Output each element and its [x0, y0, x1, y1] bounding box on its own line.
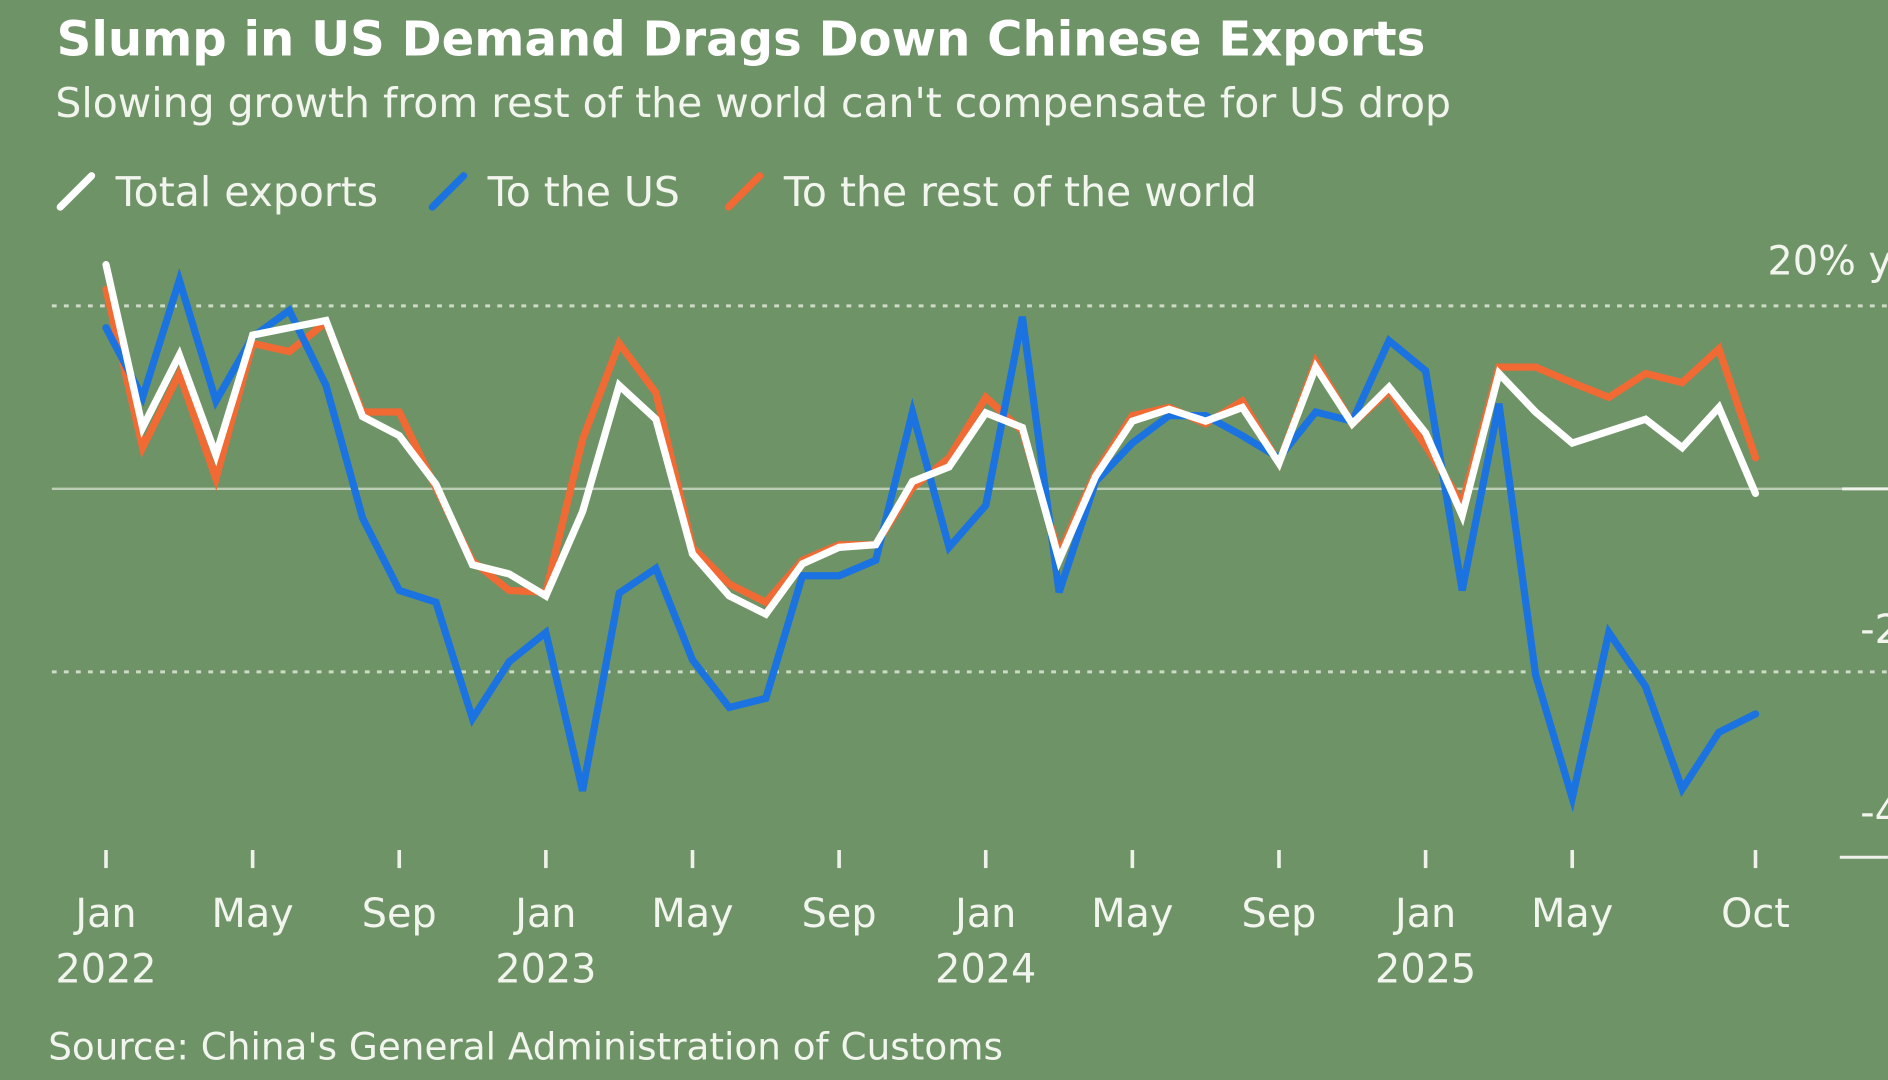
x-tick-year-label: 2025	[1375, 946, 1476, 992]
series-lines	[102, 261, 1760, 813]
x-tick-year-label: 2024	[935, 946, 1036, 992]
series-line-to-us	[102, 267, 1760, 813]
chart-subtitle: Slowing growth from rest of the world ca…	[55, 79, 1451, 127]
x-tick-label: Jan	[72, 891, 136, 937]
x-tick-label: May	[1091, 891, 1173, 937]
legend: Total exports To the US To the rest of t…	[56, 168, 1257, 216]
chart-title: Slump in US Demand Drags Down Chinese Ex…	[57, 11, 1426, 67]
x-tick-label: May	[212, 891, 294, 937]
legend-label-rest-of-world: To the rest of the world	[783, 168, 1257, 216]
x-tick-label: Sep	[1242, 891, 1317, 937]
x-tick-year-label: 2022	[55, 946, 156, 992]
x-axis: Jan 2022 May Sep Jan 2023 May Sep Jan 2024 May Sep J…	[55, 850, 1790, 992]
x-tick-label: Jan	[512, 891, 576, 937]
y-tick-label: 20% y/y	[1768, 239, 1888, 285]
legend-label-total-exports: Total exports	[115, 168, 378, 216]
x-tick-year-label: 2023	[495, 946, 596, 992]
legend-swatch-rest-of-world	[724, 172, 764, 211]
x-tick-label: Sep	[362, 891, 437, 937]
series-line-total-exports	[102, 261, 1760, 619]
x-tick-label: Sep	[802, 891, 877, 937]
y-tick-label: -40	[1860, 790, 1888, 836]
x-tick-label: Jan	[1392, 891, 1456, 937]
x-tick-label: Oct	[1721, 891, 1790, 937]
x-tick-label: Jan	[952, 891, 1016, 937]
legend-swatch-to-us	[428, 172, 468, 211]
legend-swatch-total-exports	[56, 172, 96, 211]
legend-label-to-us: To the US	[487, 168, 680, 216]
x-tick-label: May	[1531, 891, 1613, 937]
source-note: Source: China's General Administration o…	[48, 1025, 1003, 1069]
x-tick-label: May	[651, 891, 733, 937]
y-tick-label: -20	[1860, 607, 1888, 653]
